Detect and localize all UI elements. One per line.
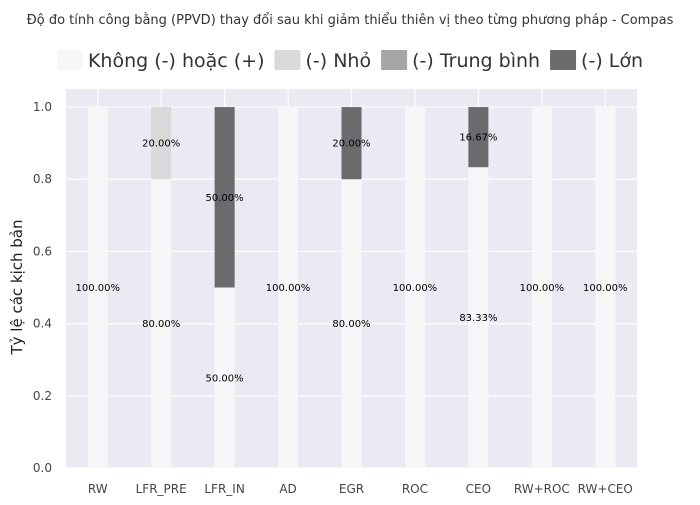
data-label: 100.00% bbox=[583, 283, 628, 294]
legend-swatch bbox=[56, 50, 83, 70]
bar-segment bbox=[595, 107, 616, 469]
x-tick-label: ROC bbox=[402, 482, 428, 496]
data-label: 50.00% bbox=[206, 193, 244, 204]
data-label: 80.00% bbox=[332, 319, 370, 330]
bar-segment bbox=[531, 107, 552, 469]
bar-segment bbox=[87, 107, 108, 469]
data-label: 100.00% bbox=[75, 283, 120, 294]
y-tick-label: 0.0 bbox=[33, 461, 52, 475]
legend-label: (-) Nhỏ bbox=[305, 50, 371, 72]
legend-label: Không (-) hoặc (+) bbox=[88, 50, 265, 72]
bar-segment bbox=[214, 107, 235, 288]
data-label: 83.33% bbox=[459, 313, 497, 324]
bar-segment bbox=[151, 107, 172, 180]
legend-swatch bbox=[550, 50, 577, 70]
bar-segment bbox=[278, 107, 299, 469]
bar-segment bbox=[404, 107, 425, 469]
x-tick-label: EGR bbox=[339, 482, 364, 496]
data-labels: 100.00% 80.00% 20.00% 50.00% 50.00% 100.00% 80… bbox=[75, 133, 627, 385]
y-tick-label: 0.8 bbox=[33, 172, 52, 186]
bar-segment bbox=[468, 107, 489, 168]
legend-swatch bbox=[274, 50, 301, 70]
data-label: 50.00% bbox=[206, 373, 244, 384]
y-tick-label: 1.0 bbox=[33, 100, 52, 114]
x-tick-label: RW+CEO bbox=[578, 482, 633, 496]
x-tick-label: LFR_PRE bbox=[136, 482, 187, 496]
x-axis-ticks: RW LFR_PRE LFR_IN AD EGR ROC CEO RW+ROC RW+CEO bbox=[88, 482, 633, 496]
bar-segment bbox=[341, 179, 362, 468]
x-tick-label: RW+ROC bbox=[514, 482, 570, 496]
data-label: 80.00% bbox=[142, 319, 180, 330]
x-tick-label: RW bbox=[88, 482, 108, 496]
bar-segment bbox=[468, 167, 489, 468]
y-tick-label: 0.6 bbox=[33, 244, 52, 258]
bar-segment bbox=[214, 287, 235, 468]
data-label: 100.00% bbox=[520, 283, 565, 294]
bar-segment bbox=[341, 107, 362, 180]
y-tick-label: 0.2 bbox=[33, 389, 52, 403]
y-axis-ticks: 0.0 0.2 0.4 0.6 0.8 1.0 bbox=[33, 100, 52, 475]
x-tick-label: LFR_IN bbox=[204, 482, 244, 496]
data-label: 20.00% bbox=[142, 139, 180, 150]
data-label: 20.00% bbox=[332, 139, 370, 150]
y-axis-label: Tỷ lệ các kịch bản bbox=[8, 219, 26, 355]
x-tick-label: AD bbox=[279, 482, 296, 496]
bars bbox=[87, 107, 616, 469]
bar-segment bbox=[151, 179, 172, 468]
data-label: 100.00% bbox=[393, 283, 438, 294]
data-label: 16.67% bbox=[459, 133, 497, 144]
legend-swatch bbox=[381, 50, 408, 70]
legend-label: (-) Trung bình bbox=[412, 50, 540, 72]
x-tick-label: CEO bbox=[466, 482, 491, 496]
y-tick-label: 0.4 bbox=[33, 317, 52, 331]
data-label: 100.00% bbox=[266, 283, 311, 294]
legend-label: (-) Lớn bbox=[581, 50, 643, 72]
chart-title: Độ đo tính công bằng (PPVD) thay đổi sau… bbox=[27, 13, 674, 28]
legend: Không (-) hoặc (+) (-) Nhỏ (-) Trung bình (… bbox=[56, 50, 643, 72]
